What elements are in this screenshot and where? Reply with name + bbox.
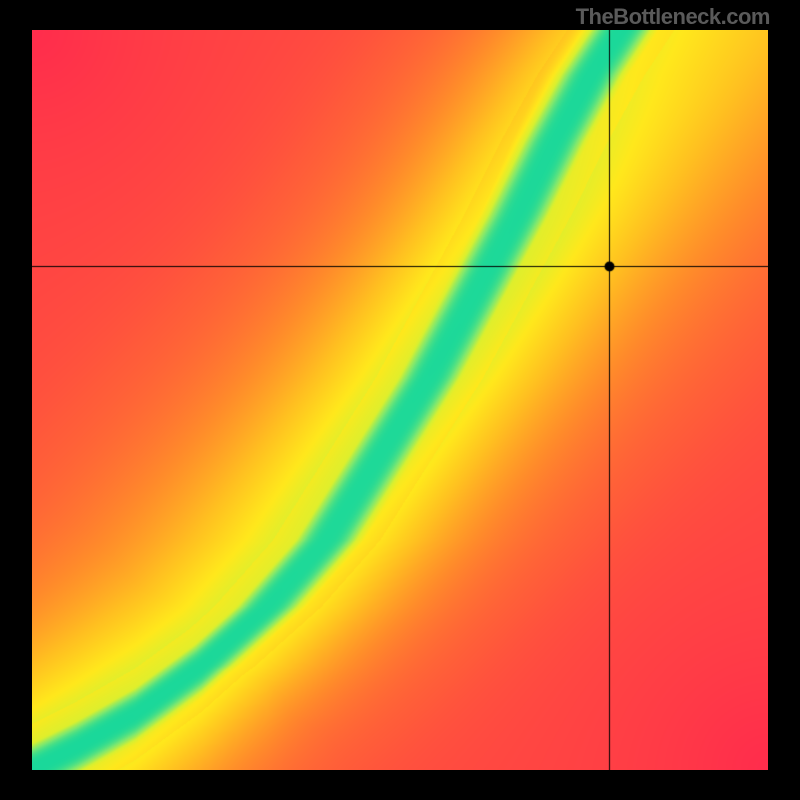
- plot-area: [32, 30, 768, 770]
- watermark-text: TheBottleneck.com: [576, 4, 770, 30]
- chart-container: TheBottleneck.com: [0, 0, 800, 800]
- heatmap-canvas: [32, 30, 768, 770]
